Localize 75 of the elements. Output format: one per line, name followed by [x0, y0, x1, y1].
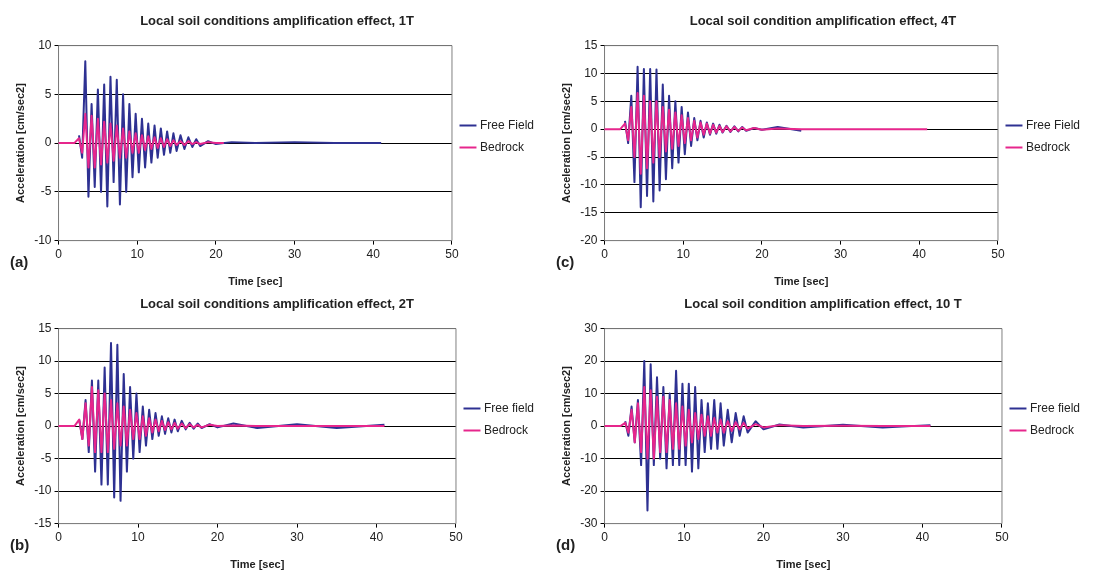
y-tick-label: 0: [44, 135, 52, 150]
legend-label: Free Field: [1025, 117, 1081, 132]
y-tick-label: 0: [590, 121, 598, 136]
legend-label: Bedrock: [1025, 139, 1071, 154]
legend-label: Bedrock: [1029, 422, 1075, 437]
x-tick-label: 40: [915, 530, 930, 545]
y-tick-label: 5: [44, 86, 52, 101]
text: (c): [556, 253, 575, 270]
legend-label: Bedrock: [479, 139, 525, 154]
y-tick-label: -20: [580, 483, 598, 498]
y-tick-label: -5: [586, 149, 598, 164]
x-tick-label: 40: [366, 247, 381, 262]
chart-title: Local soil condition amplification effect, 10 T: [684, 296, 962, 312]
chart-title: Local soil conditions amplification effect, 1T: [140, 13, 414, 29]
text: (b): [10, 536, 30, 553]
x-tick-label: 50: [995, 530, 1009, 545]
y-axis-title: Acceleration [cm/sec2]: [13, 365, 26, 487]
y-tick-label: 10: [38, 353, 52, 368]
x-tick-label: 50: [991, 247, 1005, 262]
x-axis-title: Time [sec]: [774, 275, 829, 287]
x-tick-label: 30: [833, 247, 848, 262]
y-tick-label: 15: [584, 37, 598, 52]
legend-label: Free Field: [479, 117, 535, 132]
text: (d): [556, 536, 576, 553]
x-axis-title: Time [sec]: [230, 558, 285, 570]
chart-title: Local soil conditions amplification effect, 2T: [140, 296, 414, 312]
x-tick-label: 20: [756, 530, 771, 545]
x-tick-label: 20: [210, 530, 225, 545]
x-tick-label: 0: [55, 247, 63, 262]
x-tick-label: 50: [449, 530, 463, 545]
chart-title: Local soil condition amplification effect, 4T: [689, 13, 957, 29]
y-tick-label: 15: [38, 320, 52, 335]
y-tick-label: 10: [584, 65, 598, 80]
x-tick-label: 40: [369, 530, 384, 545]
x-tick-label: 0: [601, 530, 609, 545]
x-tick-label: 10: [131, 530, 146, 545]
y-tick-label: -10: [34, 232, 52, 247]
x-tick-label: 50: [445, 247, 459, 262]
x-tick-label: 30: [287, 247, 302, 262]
y-tick-label: 0: [44, 418, 52, 433]
y-tick-label: -15: [34, 515, 52, 530]
x-tick-label: 0: [55, 530, 63, 545]
y-tick-label: -10: [580, 450, 598, 465]
legend-label: Free field: [1029, 400, 1081, 415]
y-tick-label: -15: [580, 205, 598, 220]
y-tick-label: -10: [34, 483, 52, 498]
x-tick-label: 0: [601, 247, 609, 262]
y-tick-label: 20: [584, 353, 598, 368]
y-tick-label: -5: [40, 184, 52, 199]
y-tick-label: 10: [38, 37, 52, 52]
y-tick-label: 5: [44, 385, 52, 400]
text: (a): [10, 253, 29, 270]
y-axis-title: Acceleration [cm/sec2]: [13, 82, 26, 204]
x-tick-label: 30: [290, 530, 304, 545]
x-tick-label: 20: [209, 247, 223, 262]
x-tick-label: 10: [130, 247, 145, 262]
x-tick-label: 20: [755, 247, 769, 262]
y-tick-label: -30: [580, 515, 598, 530]
y-tick-label: -20: [580, 232, 598, 247]
x-tick-label: 10: [677, 530, 692, 545]
x-axis-title: Time [sec]: [228, 275, 283, 287]
y-tick-label: -5: [40, 450, 52, 465]
x-tick-label: 10: [676, 247, 691, 262]
legend-label: Bedrock: [483, 422, 529, 437]
y-axis-title: Acceleration [cm/sec2]: [559, 365, 572, 487]
y-tick-label: 30: [584, 320, 598, 335]
y-tick-label: 5: [590, 93, 598, 108]
y-tick-label: 10: [584, 385, 598, 400]
legend-label: Free field: [483, 400, 535, 415]
y-axis-title: Acceleration [cm/sec2]: [559, 82, 572, 204]
x-tick-label: 40: [912, 247, 927, 262]
x-axis-title: Time [sec]: [776, 558, 831, 570]
x-tick-label: 30: [836, 530, 850, 545]
y-tick-label: 0: [590, 418, 598, 433]
y-tick-label: -10: [580, 177, 598, 192]
